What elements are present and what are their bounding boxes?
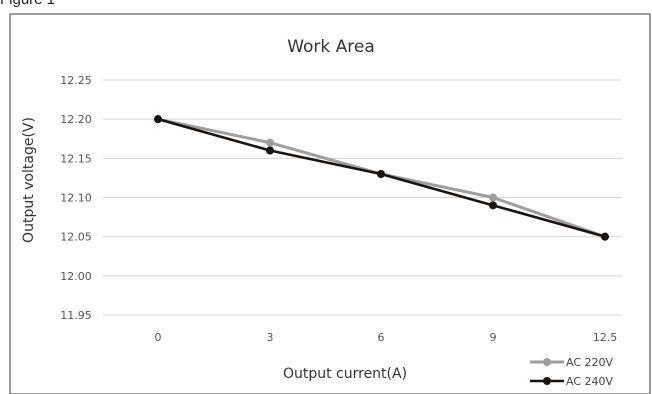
data-point <box>601 232 609 241</box>
figure-caption: Figure 1 <box>0 0 55 8</box>
y-tick-label: 12.05 <box>60 231 92 244</box>
x-axis-label: Output current(A) <box>283 366 407 382</box>
y-tick-labels: 11.95 12.00 12.05 12.10 12.15 12.20 12.25 <box>60 74 92 322</box>
series-lines <box>154 115 609 241</box>
data-point <box>489 193 497 202</box>
x-tick-label: 3 <box>267 331 274 344</box>
x-tick-label: 6 <box>378 331 385 344</box>
data-point <box>489 201 497 210</box>
y-axis-label: Output voltage(V) <box>21 117 37 243</box>
x-tick-label: 9 <box>490 331 497 344</box>
series-1 <box>154 115 609 241</box>
legend-label: AC 220V <box>566 356 614 369</box>
y-tick-label: 12.20 <box>60 113 92 126</box>
legend-swatch-marker <box>543 358 551 366</box>
data-point <box>377 170 385 178</box>
y-tick-label: 12.25 <box>60 74 92 87</box>
y-tick-label: 12.10 <box>60 192 92 205</box>
y-tick-label: 12.15 <box>60 152 92 165</box>
legend-label: AC 240V <box>566 375 614 388</box>
y-tick-label: 12.00 <box>60 270 92 283</box>
x-tick-label: 0 <box>155 331 162 344</box>
y-tick-label: 11.95 <box>60 309 92 322</box>
data-point <box>266 146 274 155</box>
legend: AC 220V AC 240V <box>530 356 614 388</box>
x-tick-label: 12.5 <box>593 331 618 344</box>
grid-lines <box>103 79 622 316</box>
chart-frame <box>9 13 651 394</box>
x-tick-labels: 0 3 6 9 12.5 <box>155 331 618 344</box>
data-point <box>154 115 162 124</box>
data-point <box>266 138 274 147</box>
chart-title: Work Area <box>287 37 375 57</box>
legend-swatch-marker <box>543 377 551 385</box>
